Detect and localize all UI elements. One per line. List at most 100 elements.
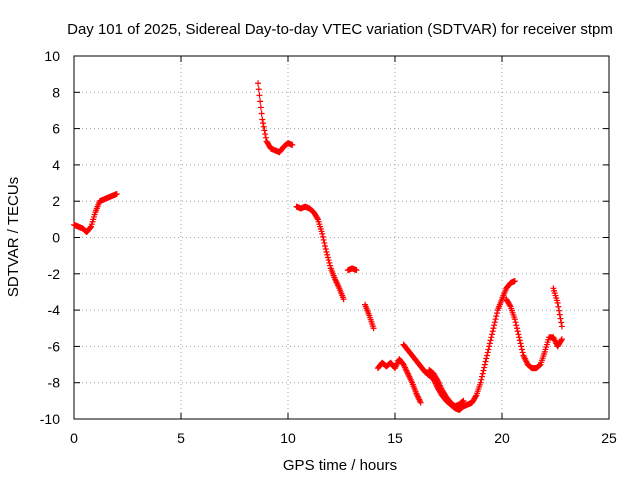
data-point bbox=[556, 307, 563, 314]
data-point bbox=[255, 80, 262, 87]
data-point bbox=[87, 224, 94, 231]
data-point bbox=[558, 319, 565, 326]
data-point bbox=[513, 322, 520, 329]
data-point bbox=[484, 352, 491, 359]
y-tick-label: 2 bbox=[52, 193, 60, 209]
data-point bbox=[518, 346, 525, 353]
data-point bbox=[485, 346, 492, 353]
data-point bbox=[325, 257, 332, 264]
data-point bbox=[472, 393, 479, 400]
data-point bbox=[481, 364, 488, 371]
data-point bbox=[353, 267, 360, 274]
data-point bbox=[516, 334, 523, 341]
data-point bbox=[370, 325, 377, 332]
data-point bbox=[492, 316, 499, 323]
y-tick-label: 6 bbox=[52, 121, 60, 137]
data-point bbox=[519, 349, 526, 356]
data-series bbox=[374, 356, 424, 406]
data-series bbox=[503, 296, 565, 372]
data-point bbox=[459, 398, 466, 405]
x-tick-label: 15 bbox=[387, 430, 403, 446]
chart-title: Day 101 of 2025, Sidereal Day-to-day VTE… bbox=[67, 21, 613, 38]
data-series bbox=[362, 301, 377, 332]
data-point bbox=[488, 334, 495, 341]
data-point bbox=[514, 328, 521, 335]
data-point bbox=[481, 361, 488, 368]
data-point bbox=[314, 215, 321, 222]
data-point bbox=[489, 331, 496, 338]
data-point bbox=[490, 325, 497, 332]
x-tick-label: 25 bbox=[601, 430, 617, 446]
x-tick-label: 10 bbox=[280, 430, 296, 446]
y-tick-label: -6 bbox=[48, 338, 61, 354]
data-point bbox=[477, 379, 484, 386]
data-point bbox=[322, 245, 329, 252]
data-point bbox=[513, 325, 520, 332]
data-series bbox=[293, 203, 347, 303]
x-axis-label: GPS time / hours bbox=[283, 457, 397, 474]
data-point bbox=[323, 249, 330, 256]
data-point bbox=[491, 322, 498, 329]
data-point bbox=[479, 370, 486, 377]
data-point bbox=[511, 316, 518, 323]
data-point bbox=[260, 120, 267, 127]
data-point bbox=[321, 239, 328, 246]
data-point bbox=[558, 337, 565, 344]
data-point bbox=[479, 373, 486, 380]
data-point bbox=[558, 323, 565, 330]
data-series bbox=[71, 190, 120, 236]
data-point bbox=[322, 242, 329, 249]
data-point bbox=[417, 399, 424, 406]
data-point bbox=[255, 86, 262, 93]
data-point bbox=[460, 397, 467, 404]
data-point bbox=[319, 233, 326, 240]
data-point bbox=[511, 278, 518, 285]
data-series bbox=[344, 265, 360, 274]
data-point bbox=[491, 319, 498, 326]
data-point bbox=[289, 141, 296, 148]
plot-frame bbox=[73, 55, 610, 420]
data-point bbox=[555, 303, 562, 310]
data-point bbox=[512, 319, 519, 326]
data-point bbox=[326, 259, 333, 266]
x-tick-label: 20 bbox=[494, 430, 510, 446]
y-tick-label: -2 bbox=[48, 266, 61, 282]
data-series bbox=[255, 80, 296, 156]
x-tick-label: 0 bbox=[70, 430, 78, 446]
data-point bbox=[113, 190, 120, 197]
data-point bbox=[262, 134, 269, 141]
y-tick-label: -10 bbox=[40, 411, 60, 427]
y-tick-label: 10 bbox=[44, 48, 60, 64]
data-point bbox=[493, 313, 500, 320]
data-point bbox=[319, 230, 326, 237]
data-point bbox=[516, 337, 523, 344]
data-point bbox=[517, 340, 524, 347]
data-points bbox=[71, 80, 565, 413]
data-series bbox=[426, 366, 467, 410]
y-tick-label: 0 bbox=[52, 230, 60, 246]
data-point bbox=[518, 343, 525, 350]
data-point bbox=[258, 110, 265, 117]
y-axis-label: SDTVAR / TECUs bbox=[5, 177, 22, 297]
data-point bbox=[515, 331, 522, 338]
data-point bbox=[482, 358, 489, 365]
data-point bbox=[556, 311, 563, 318]
data-point bbox=[557, 315, 564, 322]
data-point bbox=[320, 236, 327, 243]
tick-labels: 0 5 10 15 20 25 -10 -8 -6 -4 -2 0 2 4 6 8 10 bbox=[40, 48, 617, 446]
data-point bbox=[257, 98, 264, 105]
y-tick-label: -8 bbox=[48, 375, 61, 391]
data-point bbox=[554, 299, 561, 306]
data-point bbox=[486, 340, 493, 347]
data-point bbox=[484, 349, 491, 356]
data-point bbox=[558, 336, 565, 343]
data-point bbox=[483, 355, 490, 362]
data-point bbox=[260, 123, 267, 130]
y-tick-label: -4 bbox=[48, 302, 61, 318]
data-point bbox=[478, 376, 485, 383]
data-point bbox=[487, 337, 494, 344]
data-point bbox=[494, 310, 501, 317]
data-series bbox=[550, 285, 565, 330]
